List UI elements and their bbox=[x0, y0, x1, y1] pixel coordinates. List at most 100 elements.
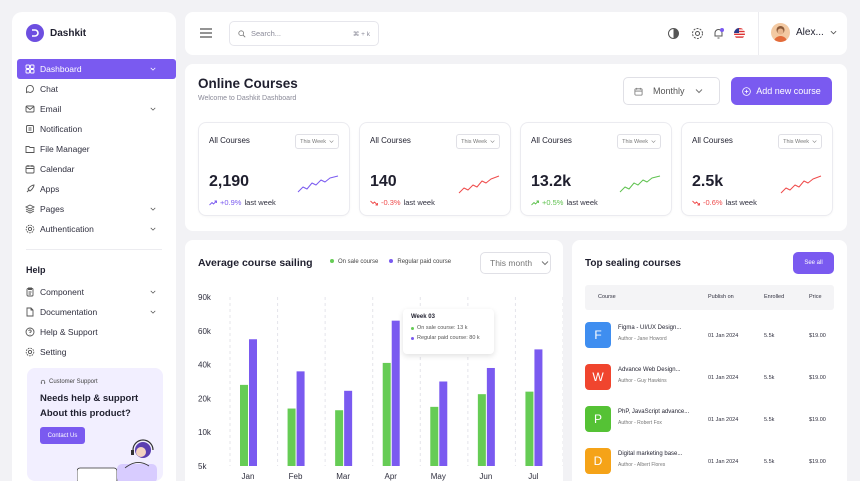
stat-period-select[interactable]: This Week bbox=[617, 134, 661, 149]
bar-regular-paid[interactable] bbox=[486, 367, 495, 466]
stat-title: All Courses bbox=[692, 136, 733, 145]
stat-period-select[interactable]: This Week bbox=[456, 134, 500, 149]
sidebar-item-label: Component bbox=[40, 287, 84, 297]
chevron-down-icon[interactable] bbox=[150, 66, 156, 72]
bar-regular-paid[interactable] bbox=[439, 381, 448, 467]
bar-regular-paid[interactable] bbox=[534, 349, 543, 466]
sidebar-item-email[interactable]: Email bbox=[12, 99, 176, 119]
stat-change-label: last week bbox=[566, 198, 598, 207]
sidebar-item-dashboard[interactable]: Dashboard bbox=[17, 59, 176, 79]
course-name[interactable]: Figma - UI/UX Design... bbox=[618, 325, 682, 331]
bar-on-sale[interactable] bbox=[525, 391, 534, 466]
chevron-down-icon[interactable] bbox=[150, 289, 156, 295]
bar-on-sale[interactable] bbox=[477, 394, 486, 466]
theme-toggle-icon[interactable] bbox=[667, 27, 680, 40]
sidebar-item-chat[interactable]: Chat bbox=[12, 79, 176, 99]
course-author: Author - Jane Howord bbox=[618, 336, 667, 342]
sidebar-item-authentication[interactable]: Authentication bbox=[12, 219, 176, 239]
stat-card[interactable]: All Courses This Week 2.5k -0.6% last week bbox=[681, 122, 833, 216]
stat-change-label: last week bbox=[244, 198, 276, 207]
column-header-publish[interactable]: Publish on bbox=[708, 294, 734, 300]
user-menu[interactable]: Alex... bbox=[771, 23, 837, 42]
stat-period-value: This Week bbox=[783, 138, 809, 145]
contact-us-button[interactable]: Contact Us bbox=[40, 427, 85, 444]
bar-on-sale[interactable] bbox=[335, 410, 344, 466]
bar-on-sale[interactable] bbox=[287, 408, 296, 466]
sidebar-item-calendar[interactable]: Calendar bbox=[12, 159, 176, 179]
tooltip-row: Regular paid course: 80 k bbox=[411, 335, 486, 341]
rocket-icon bbox=[26, 184, 35, 193]
bar-regular-paid[interactable] bbox=[249, 339, 257, 466]
sidebar-item-notification[interactable]: Notification bbox=[12, 119, 176, 139]
table-row[interactable]: D Digital marketing base... Author - Alber… bbox=[585, 444, 834, 481]
support-label: Customer Support bbox=[40, 379, 98, 385]
sidebar-item-pages[interactable]: Pages bbox=[12, 199, 176, 219]
menu-icon[interactable] bbox=[199, 27, 213, 39]
course-author: Author - Robert Fox bbox=[618, 420, 662, 426]
legend-item-regular-paid: Regular paid course bbox=[389, 259, 451, 265]
bar-regular-paid[interactable] bbox=[344, 390, 353, 466]
stat-card[interactable]: All Courses This Week 2,190 +0.9% last week bbox=[198, 122, 350, 216]
stat-period-select[interactable]: This Week bbox=[778, 134, 822, 149]
y-tick-label: 40k bbox=[198, 361, 212, 370]
bar-regular-paid[interactable] bbox=[391, 320, 400, 466]
sidebar-item-apps[interactable]: Apps bbox=[12, 179, 176, 199]
sidebar-item-help-support[interactable]: Help & Support bbox=[12, 322, 176, 342]
layers-icon bbox=[25, 204, 35, 214]
us-flag-icon[interactable] bbox=[733, 27, 746, 40]
column-header-enrolled[interactable]: Enrolled bbox=[764, 294, 785, 300]
bar-regular-paid[interactable] bbox=[296, 371, 305, 466]
nav-divider bbox=[26, 249, 162, 250]
stat-value: 13.2k bbox=[531, 173, 572, 190]
column-header-course[interactable]: Course bbox=[598, 294, 616, 300]
stat-value: 2.5k bbox=[692, 173, 724, 190]
tooltip-row-text: On sale course: 13 k bbox=[417, 325, 468, 331]
chevron-down-icon[interactable] bbox=[150, 226, 156, 232]
chevron-down-icon[interactable] bbox=[150, 309, 156, 315]
gear-icon[interactable] bbox=[691, 27, 704, 40]
search-input[interactable]: Search... ⌘ + k bbox=[229, 21, 379, 46]
x-tick-label: Jul bbox=[528, 472, 538, 481]
legend-item-on-sale: On sale course bbox=[330, 259, 378, 265]
support-icon bbox=[25, 327, 35, 337]
course-thumbnail: F bbox=[585, 322, 611, 348]
course-name[interactable]: Advance Web Design... bbox=[618, 367, 681, 373]
chevron-down-icon[interactable] bbox=[150, 106, 156, 112]
column-header-price[interactable]: Price bbox=[809, 294, 822, 300]
sidebar-item-component[interactable]: Component bbox=[12, 282, 176, 302]
bar-on-sale[interactable] bbox=[430, 406, 439, 466]
chevron-down-icon bbox=[490, 140, 495, 143]
stat-change-percent: +0.5% bbox=[542, 198, 564, 207]
stat-title: All Courses bbox=[531, 136, 572, 145]
support-card: Customer Support Needs help & support Ab… bbox=[27, 368, 163, 481]
course-price: $19.00 bbox=[809, 333, 826, 339]
grid-icon bbox=[25, 64, 35, 74]
table-row[interactable]: W Advance Web Design... Author - Guy Hawki… bbox=[585, 360, 834, 400]
add-new-course-button[interactable]: Add new course bbox=[731, 77, 832, 105]
stat-period-select[interactable]: This Week bbox=[295, 134, 339, 149]
see-all-button[interactable]: See all bbox=[793, 252, 834, 274]
chevron-down-icon[interactable] bbox=[150, 206, 156, 212]
bell-icon bbox=[26, 125, 34, 133]
chart-period-value: This month bbox=[490, 258, 533, 268]
course-publish-date: 01 Jan 2024 bbox=[708, 459, 739, 465]
sidebar-item-setting[interactable]: Setting bbox=[12, 342, 176, 362]
table-row[interactable]: P PhP, JavaScript advance... Author - Robe… bbox=[585, 402, 834, 442]
stat-card[interactable]: All Courses This Week 13.2k +0.5% last week bbox=[520, 122, 672, 216]
stat-card[interactable]: All Courses This Week 140 -0.3% last week bbox=[359, 122, 511, 216]
course-name[interactable]: PhP, JavaScript advance... bbox=[618, 409, 690, 415]
bar-on-sale[interactable] bbox=[240, 384, 248, 466]
bar-on-sale[interactable] bbox=[382, 362, 391, 466]
mail-icon bbox=[25, 105, 35, 113]
notification-bell-icon[interactable] bbox=[712, 27, 725, 40]
table-row[interactable]: F Figma - UI/UX Design... Author - Jane Ho… bbox=[585, 318, 834, 358]
period-select[interactable]: Monthly bbox=[623, 77, 720, 105]
y-tick-label: 20k bbox=[198, 394, 212, 403]
sidebar-item-documentation[interactable]: Documentation bbox=[12, 302, 176, 322]
chevron-down-icon bbox=[812, 140, 817, 143]
sidebar-item-file-manager[interactable]: File Manager bbox=[12, 139, 176, 159]
brand-logo[interactable]: Dashkit bbox=[26, 24, 86, 42]
chart-period-select[interactable]: This month bbox=[480, 252, 551, 274]
course-name[interactable]: Digital marketing base... bbox=[618, 451, 683, 457]
stat-change-percent: -0.3% bbox=[381, 198, 401, 207]
